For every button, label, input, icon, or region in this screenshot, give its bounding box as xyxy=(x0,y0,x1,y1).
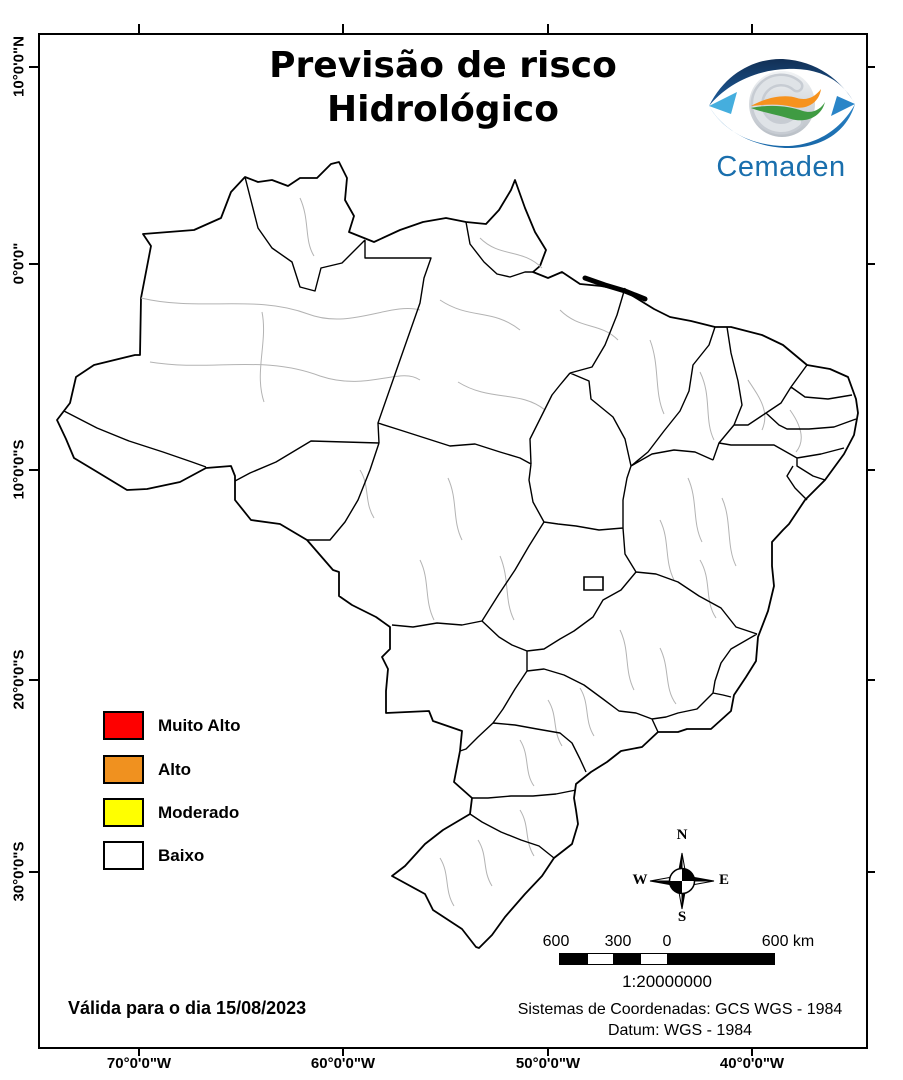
lon-tick xyxy=(342,24,344,33)
cemaden-eye-icon xyxy=(709,58,855,149)
coordinate-system-note: Sistemas de Coordenadas: GCS WGS - 1984 … xyxy=(496,999,864,1041)
scale-label-0: 0 xyxy=(662,933,672,950)
cemaden-logo: Cemaden xyxy=(693,54,869,184)
validity-date: Válida para o dia 15/08/2023 xyxy=(68,998,307,1018)
scale-segment xyxy=(560,954,587,964)
lat-tick xyxy=(29,469,38,471)
lon-tick xyxy=(138,1047,140,1056)
compass-e-label: E xyxy=(718,872,729,888)
lon-tick xyxy=(547,1047,549,1056)
lon-tick xyxy=(547,24,549,33)
lon-tick xyxy=(138,24,140,33)
compass-icon xyxy=(649,852,715,910)
state-boundaries xyxy=(63,176,857,859)
scale-segment xyxy=(614,954,641,964)
legend-swatch-moderado xyxy=(103,798,144,827)
country-outline xyxy=(56,161,859,949)
scale-label-300: 300 xyxy=(604,933,632,950)
municipal-boundaries xyxy=(140,197,802,907)
legend-item-muito-alto: Muito Alto xyxy=(103,711,240,740)
scale-label-600-right: 600 km xyxy=(761,933,815,950)
lat-tick xyxy=(29,871,38,873)
title-line1: Previsão de risco xyxy=(269,45,617,86)
compass-rose: N E S W xyxy=(633,827,730,932)
legend-label: Muito Alto xyxy=(158,715,241,735)
coast-hatch xyxy=(582,275,648,302)
legend-label: Baixo xyxy=(158,845,205,865)
lat-tick xyxy=(866,469,875,471)
lat-tick xyxy=(29,263,38,265)
legend-swatch-baixo xyxy=(103,841,144,870)
scale-segment xyxy=(641,954,668,964)
page-title: Previsão de risco Hidrológico xyxy=(203,44,683,132)
coordsys-line1: Sistemas de Coordenadas: GCS WGS - 1984 xyxy=(517,1001,843,1018)
lon-label: 70°0'0"W xyxy=(106,1055,172,1072)
lat-tick xyxy=(29,679,38,681)
legend-item-baixo: Baixo xyxy=(103,841,204,870)
lat-tick xyxy=(29,66,38,68)
lat-tick xyxy=(866,679,875,681)
logo-wordmark: Cemaden xyxy=(716,151,846,183)
scale-segment xyxy=(587,954,614,964)
lon-label: 40°0'0"W xyxy=(719,1055,785,1072)
lon-label: 50°0'0"W xyxy=(515,1055,581,1072)
legend-item-alto: Alto xyxy=(103,755,191,784)
compass-w-label: W xyxy=(632,872,648,888)
scale-label-600-left: 600 xyxy=(542,933,570,950)
lon-label: 60°0'0"W xyxy=(310,1055,376,1072)
scale-segment xyxy=(668,954,774,964)
legend-swatch-muito-alto xyxy=(103,711,144,740)
scale-bar xyxy=(559,953,775,965)
lon-tick xyxy=(751,24,753,33)
scale-ratio: 1:20000000 xyxy=(622,972,712,991)
compass-n-label: N xyxy=(676,827,688,843)
title-line2: Hidrológico xyxy=(327,89,559,130)
legend-swatch-alto xyxy=(103,755,144,784)
lon-tick xyxy=(342,1047,344,1056)
legend-label: Moderado xyxy=(158,802,240,822)
distrito-federal xyxy=(583,576,604,591)
legend-label: Alto xyxy=(158,759,192,779)
coordsys-line2: Datum: WGS - 1984 xyxy=(607,1022,753,1039)
legend-item-moderado: Moderado xyxy=(103,798,239,827)
lat-tick xyxy=(866,871,875,873)
lat-tick xyxy=(866,263,875,265)
lon-tick xyxy=(751,1047,753,1056)
lat-tick xyxy=(866,66,875,68)
compass-s-label: S xyxy=(677,909,687,925)
